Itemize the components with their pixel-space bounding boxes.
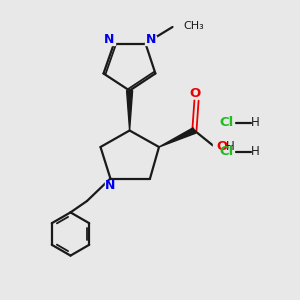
Polygon shape xyxy=(159,128,196,147)
Text: O: O xyxy=(189,87,201,100)
Text: Cl: Cl xyxy=(219,116,234,130)
Text: CH₃: CH₃ xyxy=(184,21,204,31)
Text: N: N xyxy=(105,178,116,192)
Text: H: H xyxy=(226,140,234,153)
Text: H: H xyxy=(251,145,260,158)
Text: N: N xyxy=(146,33,156,46)
Text: H: H xyxy=(251,116,260,130)
Bar xyxy=(175,22,191,32)
Polygon shape xyxy=(127,91,133,130)
Bar xyxy=(145,36,156,45)
Text: O: O xyxy=(216,140,228,153)
Bar xyxy=(105,181,116,190)
Bar xyxy=(190,89,200,98)
Text: N: N xyxy=(104,33,114,46)
Bar xyxy=(103,36,115,45)
Text: Cl: Cl xyxy=(219,145,234,158)
Bar xyxy=(213,142,229,152)
